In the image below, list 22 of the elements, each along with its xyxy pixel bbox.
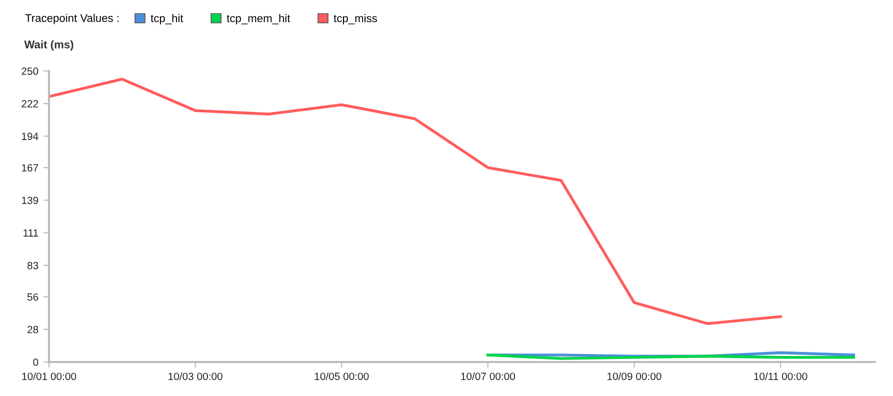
x-tick-label: 10/07 00:00 bbox=[461, 372, 516, 380]
y-axis-title: Wait (ms) bbox=[24, 40, 74, 51]
legend-label: tcp_miss bbox=[334, 14, 377, 24]
y-tick-label: 139 bbox=[22, 196, 38, 204]
x-tick-label: 10/01 00:00 bbox=[22, 372, 76, 380]
legend-label: tcp_hit bbox=[150, 14, 184, 24]
legend-title: Tracepoint Values : bbox=[25, 14, 118, 24]
y-tick-label: 167 bbox=[22, 164, 38, 172]
y-tick-label: 222 bbox=[22, 100, 38, 108]
y-tick-label: 111 bbox=[24, 229, 38, 237]
line-series bbox=[49, 78, 782, 325]
y-tick-label: 250 bbox=[22, 68, 38, 75]
y-tick-label: 83 bbox=[27, 262, 38, 270]
y-tick-label: 0 bbox=[33, 358, 38, 366]
x-tick-label: 10/05 00:00 bbox=[314, 372, 369, 380]
x-tick-label: 10/09 00:00 bbox=[607, 372, 662, 380]
y-tick-label: 56 bbox=[27, 293, 38, 301]
legend-label: tcp_mem_hit bbox=[226, 14, 290, 24]
x-tick-label: 10/03 00:00 bbox=[168, 372, 222, 380]
y-tick-label: 28 bbox=[28, 326, 38, 334]
y-tick-label: 194 bbox=[22, 132, 38, 140]
x-tick-label: 10/11 00:00 bbox=[754, 372, 808, 380]
